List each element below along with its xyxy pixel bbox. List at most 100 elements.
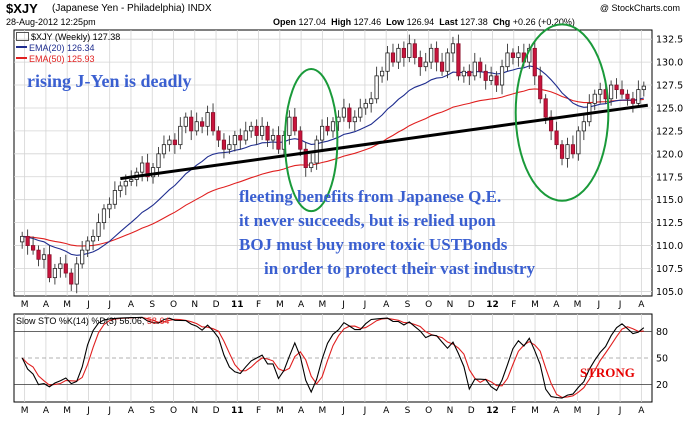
candle-up — [341, 107, 346, 118]
candle-up — [80, 249, 85, 265]
main-y-tick-label: 132.5 — [656, 35, 683, 46]
main-x-tick-label: A — [298, 300, 305, 310]
candle-down — [30, 245, 36, 251]
stoch-x-tick-label: A — [128, 406, 135, 416]
trendline — [120, 103, 649, 181]
open-label: Open — [273, 17, 297, 27]
candle-up — [407, 43, 412, 58]
annotation-line-3: BOJ must buy more toxic USTBonds — [239, 235, 508, 254]
candle-up — [156, 153, 161, 168]
main-x-tick-label: F — [511, 300, 516, 310]
candle-up — [123, 180, 128, 187]
annotation-strong: STRONG — [580, 365, 635, 380]
candle-down — [619, 89, 625, 95]
main-x-tick-label: M — [276, 300, 284, 310]
candle-down — [538, 75, 543, 100]
low-label: Low — [386, 17, 405, 27]
main-frame — [13, 29, 653, 297]
stoch-x-tick-label: D — [468, 406, 475, 416]
main-x-tick-label: M — [574, 300, 582, 310]
candle-down — [456, 43, 461, 77]
candle-up — [20, 235, 25, 243]
stoch-grid — [13, 313, 653, 403]
candle-down — [418, 57, 423, 68]
instrument-name: (Japanese Yen - Philadelphia) INDX — [52, 4, 212, 14]
stoch-x-tick-label: J — [86, 406, 90, 416]
candle-up — [243, 130, 248, 141]
quote-line: Open 127.04 High 127.46 Low 126.94 Last … — [273, 18, 575, 27]
main-y-ticks: 105.0 107.5 110.0 112.5 115.0 117.5 120.0 122.5… — [656, 35, 683, 298]
candle-up — [499, 66, 505, 86]
ema50-legend-text: EMA(50) 125.93 — [29, 54, 95, 64]
main-x-tick-label: J — [86, 300, 90, 310]
candle-down — [172, 139, 177, 146]
candle-up — [140, 162, 145, 173]
symbol-title: $XJY — [6, 1, 38, 16]
stoch-x-tick-label: F — [256, 406, 261, 416]
candle-up — [363, 102, 368, 109]
candle-down — [510, 52, 516, 58]
candle-down — [63, 263, 68, 274]
candle-up — [107, 203, 112, 210]
main-y-tick-label: 107.5 — [656, 264, 683, 275]
main-x-tick-label: A — [128, 300, 135, 310]
stoch-k-line — [21, 316, 645, 399]
candle-up — [330, 121, 336, 132]
stoch-x-tick-label: S — [149, 406, 155, 416]
candle-down — [276, 135, 281, 150]
candle-up — [489, 75, 494, 81]
candle-up — [52, 268, 57, 279]
main-grid — [13, 29, 653, 297]
candle-down — [401, 47, 406, 58]
main-x-tick-label: M — [63, 300, 71, 310]
ema50-legend-swatch — [16, 57, 27, 59]
candle-up — [379, 70, 385, 77]
stoch-x-tick-label: M — [318, 406, 326, 416]
candle-up — [636, 89, 641, 104]
main-y-tick-label: 130.0 — [656, 58, 683, 69]
candle-up — [85, 240, 90, 251]
candle-up — [74, 263, 79, 285]
stoch-x-tick-label: D — [213, 406, 220, 416]
stoch-x-tick-label: 11 — [231, 406, 244, 416]
candle-down — [478, 61, 483, 72]
stoch-x-tick-label: M — [531, 406, 539, 416]
candle-up — [270, 135, 276, 141]
candle-up — [461, 70, 466, 77]
main-x-tick-label: A — [638, 300, 645, 310]
ema20-legend-swatch — [16, 46, 27, 48]
candle-up — [161, 144, 167, 155]
main-x-tick-label: O — [170, 300, 177, 310]
stoch-x-tick-label: N — [447, 406, 454, 416]
candle-down — [265, 125, 270, 141]
high-value: 127.46 — [353, 17, 382, 27]
candle-up — [374, 75, 379, 100]
stoch-x-tick-label: J — [107, 406, 111, 416]
ema20-legend-text: EMA(20) 126.34 — [29, 43, 95, 53]
main-x-tick-label: J — [341, 300, 345, 310]
ellipse-highlight-2 — [514, 23, 610, 202]
stoch-x-tick-label: O — [170, 406, 177, 416]
candle-up — [41, 254, 47, 260]
candle-down — [238, 135, 243, 141]
candle-up — [592, 93, 597, 104]
candle-up — [641, 85, 646, 91]
candle-up — [101, 208, 107, 224]
candle-up — [150, 167, 156, 178]
stoch-x-tick-label: F — [511, 406, 516, 416]
candle-down — [625, 93, 630, 100]
main-y-tick-label: 127.5 — [656, 81, 683, 92]
candle-down — [549, 116, 554, 132]
stoch-x-tick-label: O — [425, 406, 432, 416]
candle-down — [554, 130, 559, 146]
candle-up — [396, 47, 401, 63]
candle-down — [47, 254, 52, 279]
main-x-tick-label: N — [447, 300, 454, 310]
ema20-legend: EMA(20) 126.34 — [16, 44, 95, 53]
candle-up — [609, 84, 614, 100]
stoch-x-tick-label: M — [21, 406, 29, 416]
main-y-tick-label: 105.0 — [656, 287, 683, 298]
stoch-lines — [21, 316, 645, 399]
